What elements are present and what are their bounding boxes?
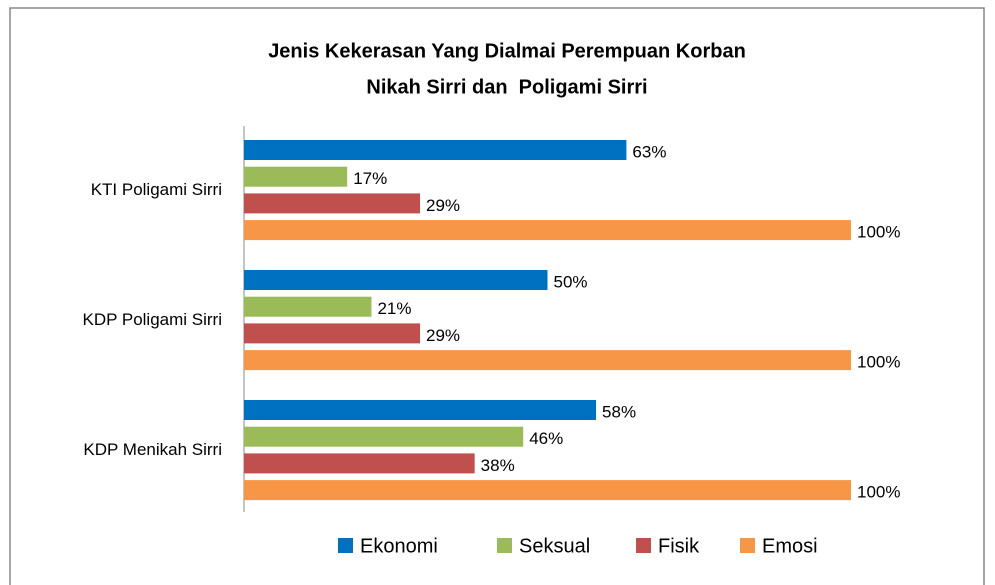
legend-label: Emosi <box>762 535 818 557</box>
y-tick-label: KDP Poligami Sirri <box>82 310 222 329</box>
data-label: 58% <box>602 402 636 421</box>
bar <box>244 453 475 474</box>
data-label: 46% <box>529 429 563 448</box>
data-label: 21% <box>377 299 411 318</box>
chart-title: Nikah Sirri dan Poligami Sirri <box>366 76 647 98</box>
data-label: 100% <box>857 353 900 372</box>
bar <box>244 193 421 214</box>
y-tick-label: KDP Menikah Sirri <box>83 440 222 459</box>
bar <box>244 270 548 290</box>
data-label: 29% <box>426 326 460 345</box>
legend-label: Seksual <box>519 535 590 557</box>
data-label: 17% <box>353 169 387 188</box>
bar <box>244 350 851 371</box>
data-label: 100% <box>857 223 900 242</box>
chart-title: Jenis Kekerasan Yang Dialmai Perempuan K… <box>268 40 746 62</box>
bar <box>244 426 524 447</box>
bar <box>244 296 372 317</box>
legend-swatch <box>740 538 755 553</box>
data-label: 63% <box>632 142 666 161</box>
legend-label: Ekonomi <box>360 535 438 557</box>
bar <box>244 400 597 420</box>
bar <box>244 166 348 187</box>
legend-swatch <box>338 538 353 553</box>
data-label: 29% <box>426 196 460 215</box>
legend-swatch <box>636 538 651 553</box>
bar <box>244 323 421 344</box>
bar <box>244 480 851 501</box>
legend-swatch <box>497 538 512 553</box>
y-tick-label: KTI Poligami Sirri <box>91 180 222 199</box>
bar <box>244 220 851 241</box>
bar <box>244 140 627 160</box>
data-label: 100% <box>857 483 900 502</box>
data-label: 50% <box>554 272 588 291</box>
legend-label: Fisik <box>658 535 700 557</box>
data-label: 38% <box>481 456 515 475</box>
